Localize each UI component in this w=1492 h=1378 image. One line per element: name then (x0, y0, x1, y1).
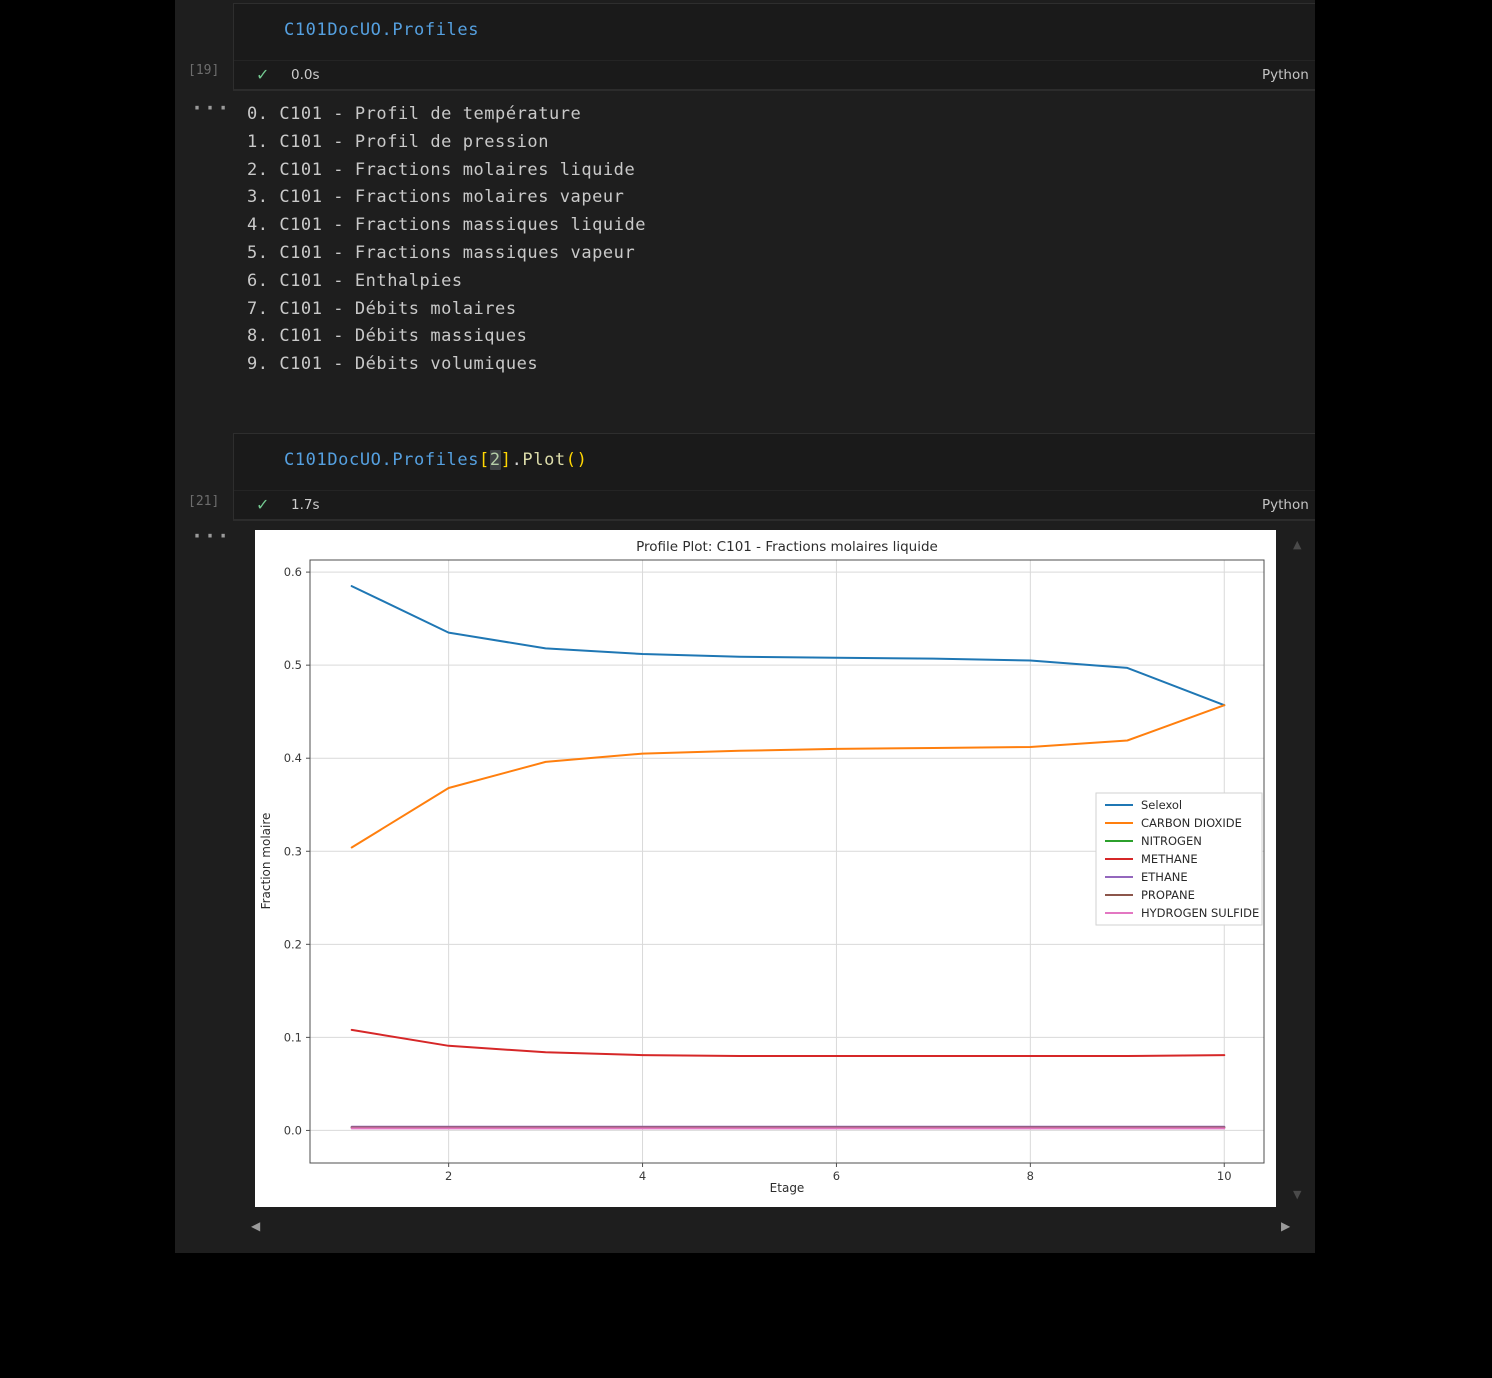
legend-label: HYDROGEN SULFIDE (1141, 906, 1259, 920)
legend-label: Selexol (1141, 798, 1182, 812)
code-token: ] (501, 450, 512, 470)
code-token: 2 (490, 450, 501, 470)
code-cell-2-editor[interactable]: C101DocUO.Profiles[2].Plot() (234, 434, 1315, 490)
svg-text:0.1: 0.1 (284, 1030, 302, 1044)
output-line: 7. C101 - Débits molaires (247, 296, 646, 324)
code-token: C101DocUO.Profiles (284, 450, 479, 470)
chart-ylabel: Fraction molaire (259, 813, 273, 910)
code-cell-1: C101DocUO.Profiles ✓ 0.0s Python (233, 3, 1315, 91)
legend-label: NITROGEN (1141, 834, 1202, 848)
screenshot-canvas: { "glyphs": { "check": "✓", "scroll_up":… (0, 0, 1492, 1378)
code-token: . (512, 450, 523, 470)
kernel-language-label[interactable]: Python (1262, 67, 1309, 83)
code-token: () (566, 450, 588, 470)
output-line: 9. C101 - Débits volumiques (247, 351, 646, 379)
output-collapse-ellipsis-2[interactable]: ··· (191, 531, 230, 541)
svg-text:0.3: 0.3 (284, 844, 302, 858)
svg-text:0.0: 0.0 (284, 1123, 302, 1137)
code-token: C101DocUO.Profiles (284, 20, 479, 40)
output-line: 8. C101 - Débits massiques (247, 323, 646, 351)
output-line: 3. C101 - Fractions molaires vapeur (247, 184, 646, 212)
profile-plot-svg: 2 4 6 8 10 0.0 0.1 0.2 0.3 0.4 0.5 0.6 Profile Plot:… (255, 530, 1276, 1207)
code-line: C101DocUO.Profiles (284, 20, 479, 40)
success-check-icon: ✓ (256, 495, 269, 514)
notebook-panel: C101DocUO.Profiles ✓ 0.0s Python [19] ··… (175, 0, 1315, 1253)
svg-text:0.6: 0.6 (284, 565, 302, 579)
output-line: 1. C101 - Profil de pression (247, 129, 646, 157)
execution-count-2: [21] (188, 494, 232, 509)
output-line: 2. C101 - Fractions molaires liquide (247, 157, 646, 185)
chart-title: Profile Plot: C101 - Fractions molaires … (636, 539, 938, 555)
output-line: 5. C101 - Fractions massiques vapeur (247, 240, 646, 268)
svg-text:0.4: 0.4 (284, 751, 302, 765)
svg-text:0.5: 0.5 (284, 658, 302, 672)
code-token: Plot (522, 450, 565, 470)
chart-xlabel: Etage (770, 1181, 805, 1195)
svg-text:6: 6 (833, 1169, 840, 1183)
svg-text:10: 10 (1217, 1169, 1232, 1183)
output-collapse-ellipsis-1[interactable]: ··· (191, 103, 230, 113)
svg-text:0.2: 0.2 (284, 937, 302, 951)
execution-count-1: [19] (188, 63, 232, 78)
scroll-right-arrow[interactable]: ▶ (1281, 1221, 1290, 1232)
execution-duration: 0.0s (291, 67, 320, 83)
svg-text:2: 2 (445, 1169, 452, 1183)
plot-output: 2 4 6 8 10 0.0 0.1 0.2 0.3 0.4 0.5 0.6 Profile Plot:… (255, 530, 1276, 1207)
legend-label: METHANE (1141, 852, 1198, 866)
scroll-left-arrow[interactable]: ◀ (251, 1221, 260, 1232)
code-cell-2: C101DocUO.Profiles[2].Plot() ✓ 1.7s Pyth… (233, 433, 1315, 521)
scroll-down-arrow[interactable]: ▼ (1293, 1189, 1301, 1200)
execution-duration: 1.7s (291, 497, 320, 513)
chart-series (352, 586, 1225, 1128)
cell-1-status-bar: ✓ 0.0s Python (234, 60, 1315, 89)
chart-line-selexol (352, 586, 1225, 705)
chart-ticks (306, 572, 1224, 1167)
legend-label: ETHANE (1141, 870, 1188, 884)
legend-label: PROPANE (1141, 888, 1195, 902)
svg-text:4: 4 (639, 1169, 646, 1183)
code-token: [ (479, 450, 490, 470)
legend-label: CARBON DIOXIDE (1141, 816, 1242, 830)
code-cell-1-editor[interactable]: C101DocUO.Profiles (234, 4, 1315, 60)
output-line: 6. C101 - Enthalpies (247, 268, 646, 296)
chart-line-carbon-dioxide (352, 705, 1225, 847)
code-line: C101DocUO.Profiles[2].Plot() (284, 450, 587, 470)
svg-text:8: 8 (1027, 1169, 1034, 1183)
kernel-language-label[interactable]: Python (1262, 497, 1309, 513)
output-line: 4. C101 - Fractions massiques liquide (247, 212, 646, 240)
cell-1-output: 0. C101 - Profil de température1. C101 -… (247, 101, 646, 379)
output-line: 0. C101 - Profil de température (247, 101, 646, 129)
success-check-icon: ✓ (256, 65, 269, 84)
chart-line-methane (352, 1030, 1225, 1056)
chart-legend: Selexol CARBON DIOXIDE NITROGEN METHANE ETHA… (1096, 793, 1262, 925)
cell-2-status-bar: ✓ 1.7s Python (234, 490, 1315, 519)
scroll-up-arrow[interactable]: ▲ (1293, 539, 1301, 550)
